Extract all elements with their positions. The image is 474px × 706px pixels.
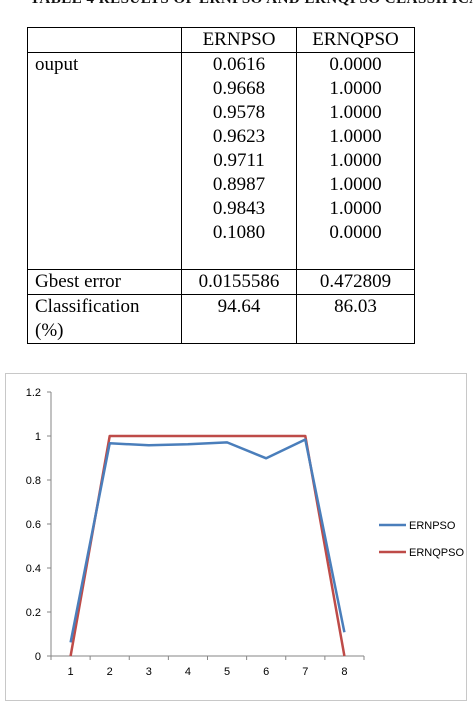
ernqpso-output-1: 0.0000	[329, 54, 382, 75]
line-chart: 0 0.2 0.4 0.6 0.8 1 1.2 1 2 3 4 5 6 7 8 ERNPSO ERNQPSO	[5, 373, 467, 701]
ernpso-output-3: 0.9578	[212, 102, 266, 123]
legend-label-ernpso: ERNPSO	[409, 520, 456, 532]
results-table: ERNPSO ERNQPSO ouput 0.0616 0.9668 0.957…	[27, 27, 415, 344]
classification-ernqpso: 86.03	[296, 294, 415, 344]
ernpso-output-7: 0.9843	[212, 198, 266, 219]
header-empty-cell	[27, 27, 182, 53]
legend-label-ernqpso: ERNQPSO	[409, 547, 464, 559]
series-line-ernpso	[69, 438, 346, 643]
ernqpso-output-4: 1.0000	[329, 126, 382, 147]
x-tick-label: 5	[224, 666, 230, 678]
ernpso-output-1: 0.0616	[212, 54, 266, 75]
ernpso-output-5: 0.9711	[213, 150, 265, 171]
y-tick-label: 1	[35, 431, 41, 443]
table-row-output: ouput 0.0616 0.9668 0.9578 0.9623 0.9711…	[27, 52, 415, 270]
ernqpso-output-3: 1.0000	[329, 102, 382, 123]
classification-label-line1: Classification	[35, 296, 140, 317]
y-tick-label: 0.2	[26, 607, 41, 619]
ernpso-output-6: 0.8987	[212, 174, 266, 195]
ernpso-output-2: 0.9668	[212, 78, 266, 99]
y-tick-label: 0.6	[26, 519, 41, 531]
line-chart-svg: 0 0.2 0.4 0.6 0.8 1 1.2 1 2 3 4 5 6 7 8 ERNPSO ERNQPSO	[26, 387, 465, 678]
ernpso-outputs-cell: 0.0616 0.9668 0.9578 0.9623 0.9711 0.898…	[181, 52, 297, 270]
x-tick-label: 4	[185, 666, 191, 678]
x-tick-label: 3	[146, 666, 152, 678]
x-tick-label: 7	[302, 666, 308, 678]
classification-ernpso: 94.64	[181, 294, 297, 344]
table-header-row: ERNPSO ERNQPSO	[27, 27, 415, 53]
ernpso-output-8: 0.1080	[212, 222, 266, 243]
classification-label: Classification (%)	[27, 294, 182, 344]
y-tick-label: 0	[35, 651, 41, 663]
ernqpso-output-7: 1.0000	[329, 198, 382, 219]
gbest-ernqpso: 0.472809	[296, 269, 415, 295]
series-line-ernqpso	[69, 434, 346, 657]
x-tick-label: 6	[263, 666, 269, 678]
output-label: ouput	[27, 52, 182, 270]
x-tick-label: 8	[341, 666, 347, 678]
table-caption-text: TABLE 4 RESULTS OF ERNPSO AND ERNQPSO CL…	[30, 0, 474, 8]
y-tick-label: 0.8	[26, 475, 41, 487]
ernqpso-output-8: 0.0000	[329, 222, 382, 243]
table-row-classification: Classification (%) 94.64 86.03	[27, 294, 415, 344]
table-caption: TABLE 4 RESULTS OF ERNPSO AND ERNQPSO CL…	[0, 0, 474, 12]
gbest-ernpso: 0.0155586	[181, 269, 297, 295]
header-ernqpso: ERNQPSO	[296, 27, 415, 53]
x-tick-label: 1	[68, 666, 74, 678]
gbest-label: Gbest error	[27, 269, 182, 295]
classification-label-line2: (%)	[35, 320, 64, 341]
ernqpso-output-spacer	[304, 245, 407, 269]
x-tick-label: 2	[107, 666, 113, 678]
ernqpso-output-5: 1.0000	[329, 150, 382, 171]
ernqpso-output-2: 1.0000	[329, 78, 382, 99]
ernqpso-output-6: 1.0000	[329, 174, 382, 195]
y-tick-label: 1.2	[26, 387, 41, 399]
y-tick-label: 0.4	[26, 563, 41, 575]
ernpso-output-4: 0.9623	[212, 126, 266, 147]
table-row-gbest: Gbest error 0.0155586 0.472809	[27, 269, 415, 295]
header-ernpso: ERNPSO	[181, 27, 297, 53]
ernqpso-outputs-cell: 0.0000 1.0000 1.0000 1.0000 1.0000 1.000…	[296, 52, 415, 270]
ernpso-output-spacer	[189, 245, 289, 269]
